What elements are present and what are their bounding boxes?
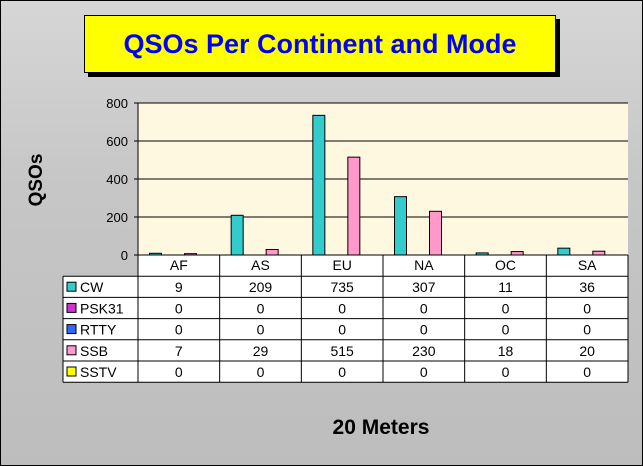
bar-ssb	[592, 250, 606, 256]
legend-key-rtty	[66, 324, 77, 335]
x-tick-label: OC	[495, 257, 516, 273]
y-tick-label: 200	[106, 210, 128, 225]
x-tick-label: SA	[578, 257, 597, 273]
data-label: 0	[257, 300, 265, 316]
data-label: 735	[330, 279, 354, 295]
bar-ssb	[347, 156, 361, 256]
data-label: 0	[420, 322, 428, 338]
bar-ssb	[429, 210, 442, 256]
chart-title-box: QSOs Per Continent and Mode	[84, 15, 556, 73]
x-tick-label: AS	[251, 257, 270, 273]
data-label: 9	[175, 279, 183, 295]
data-label: 0	[257, 364, 265, 380]
legend-label: RTTY	[80, 322, 117, 338]
bar-cw	[312, 114, 326, 256]
x-axis-label: 20 Meters	[332, 416, 430, 439]
data-label: 209	[249, 279, 273, 295]
data-label: 0	[583, 364, 591, 380]
data-label: 18	[498, 343, 514, 359]
bar-ssb	[510, 251, 524, 256]
legend-key-ssb	[66, 345, 77, 356]
data-label: 0	[502, 300, 510, 316]
bar-ssb	[265, 248, 279, 256]
data-label: 0	[175, 322, 183, 338]
data-label: 0	[583, 300, 591, 316]
x-tick-label: EU	[332, 257, 351, 273]
x-tick-label: AF	[170, 257, 188, 273]
data-label: 20	[579, 343, 595, 359]
data-label: 0	[175, 364, 183, 380]
data-label: 230	[412, 343, 436, 359]
data-label: 0	[502, 364, 510, 380]
data-label: 0	[420, 300, 428, 316]
legend-key-cw	[66, 281, 77, 292]
y-tick-label: 400	[106, 172, 128, 187]
data-label: 0	[338, 322, 346, 338]
data-label: 0	[420, 364, 428, 380]
data-label: 29	[253, 343, 269, 359]
data-label: 0	[583, 322, 591, 338]
chart-title: QSOs Per Continent and Mode	[123, 28, 517, 59]
data-label: 0	[175, 300, 183, 316]
data-label: 515	[330, 343, 354, 359]
data-label: 307	[412, 279, 436, 295]
data-label: 0	[338, 364, 346, 380]
bar-cw	[230, 214, 244, 256]
legend-key-psk31	[66, 302, 77, 313]
data-label: 0	[257, 322, 265, 338]
y-tick-label: 0	[121, 248, 128, 263]
legend-label: CW	[80, 279, 104, 295]
data-label: 0	[338, 300, 346, 316]
x-tick-label: NA	[414, 257, 434, 273]
legend-key-sstv	[66, 366, 77, 377]
legend-label: PSK31	[80, 300, 124, 316]
y-tick-label: 800	[106, 96, 128, 111]
legend-label: SSB	[80, 343, 108, 359]
bar-cw	[557, 247, 571, 256]
data-label: 7	[175, 343, 183, 359]
data-label: 0	[502, 322, 510, 338]
y-tick-label: 600	[106, 134, 128, 149]
legend-label: SSTV	[80, 364, 117, 380]
bar-cw	[394, 196, 407, 256]
data-label: 36	[579, 279, 595, 295]
data-label: 11	[498, 279, 513, 295]
